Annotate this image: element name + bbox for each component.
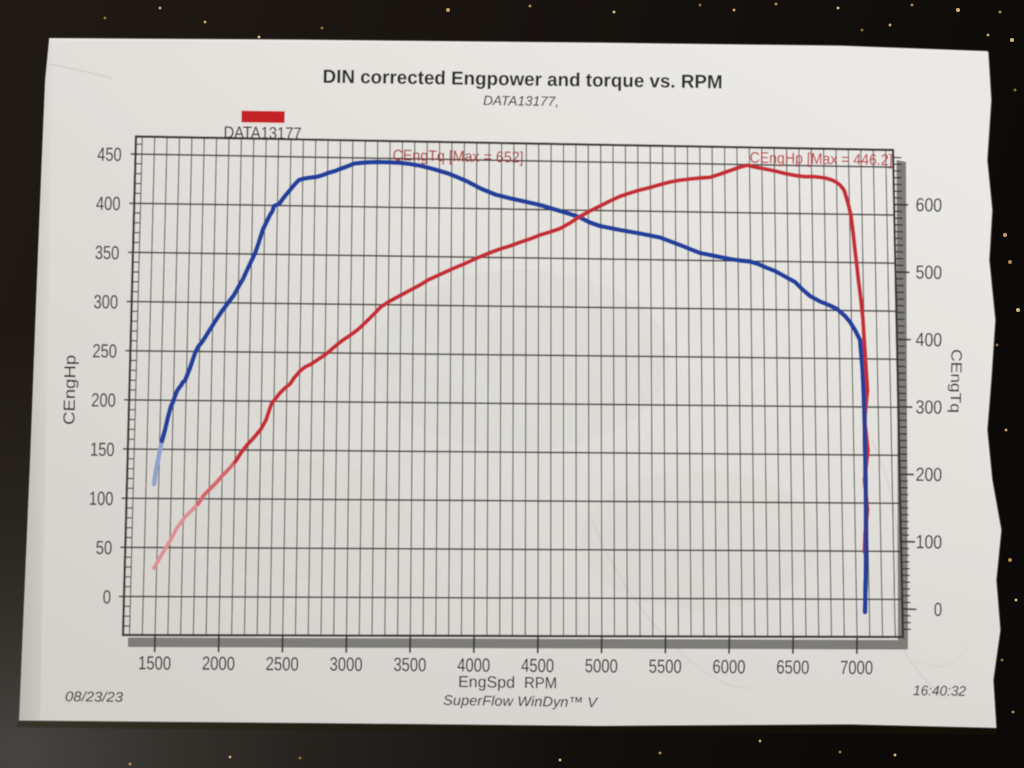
svg-text:0: 0 — [103, 587, 112, 608]
svg-text:0: 0 — [934, 600, 943, 621]
svg-text:EngSpd: EngSpd — [458, 674, 515, 692]
svg-text:100: 100 — [89, 489, 114, 510]
svg-text:300: 300 — [93, 292, 118, 313]
svg-text:1500: 1500 — [138, 653, 171, 674]
svg-text:CEngHp [Max = 446.2]: CEngHp [Max = 446.2] — [749, 150, 892, 169]
svg-text:400: 400 — [915, 330, 942, 351]
svg-text:400: 400 — [96, 194, 121, 215]
svg-text:6000: 6000 — [712, 657, 745, 678]
svg-text:350: 350 — [95, 243, 120, 264]
svg-text:200: 200 — [915, 465, 942, 486]
svg-text:CEngTq: CEngTq — [946, 349, 964, 413]
svg-text:5500: 5500 — [649, 657, 682, 678]
svg-text:600: 600 — [915, 195, 942, 216]
svg-text:CEngHp: CEngHp — [61, 355, 79, 425]
svg-text:4000: 4000 — [457, 655, 490, 676]
svg-text:6500: 6500 — [776, 657, 809, 678]
svg-text:08/23/23: 08/23/23 — [65, 688, 123, 705]
svg-text:SuperFlow WinDyn™ V: SuperFlow WinDyn™ V — [443, 692, 599, 710]
svg-text:5000: 5000 — [585, 656, 618, 677]
svg-text:3500: 3500 — [393, 655, 426, 676]
svg-text:3000: 3000 — [329, 655, 362, 676]
svg-text:200: 200 — [91, 390, 116, 411]
svg-text:2500: 2500 — [266, 654, 299, 675]
svg-text:450: 450 — [97, 145, 122, 166]
svg-text:150: 150 — [90, 440, 115, 461]
svg-text:250: 250 — [92, 341, 117, 362]
svg-text:DATA13177,: DATA13177, — [483, 93, 559, 109]
svg-text:50: 50 — [96, 538, 113, 559]
svg-text:300: 300 — [915, 397, 942, 418]
svg-text:CEngTq [Max = 652]: CEngTq [Max = 652] — [392, 147, 523, 166]
svg-text:DATA13177: DATA13177 — [223, 123, 301, 143]
svg-text:500: 500 — [915, 263, 942, 284]
svg-text:2000: 2000 — [202, 654, 235, 675]
svg-text:4500: 4500 — [521, 656, 554, 677]
svg-text:RPM: RPM — [524, 675, 557, 692]
svg-text:100: 100 — [915, 532, 942, 553]
svg-text:7000: 7000 — [840, 658, 873, 679]
svg-text:16:40:32: 16:40:32 — [913, 682, 966, 699]
